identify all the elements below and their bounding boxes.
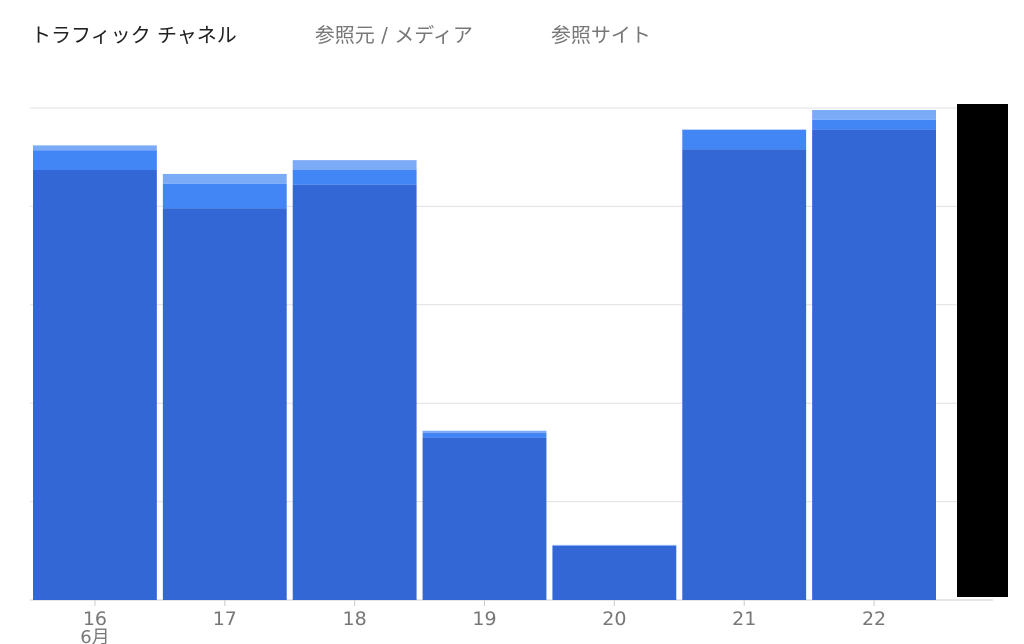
bar-segment[interactable] <box>292 184 417 600</box>
bar-segment[interactable] <box>422 432 547 438</box>
bar-segment[interactable] <box>552 545 677 600</box>
bar-segment[interactable] <box>33 145 157 151</box>
x-tick-label: 16 <box>83 608 107 630</box>
tab-bar: トラフィック チャネル 参照元 / メディア 参照サイト <box>31 16 729 50</box>
x-tick-label: 19 <box>472 608 496 630</box>
bar-segment[interactable] <box>812 109 936 120</box>
x-tick-label: 22 <box>862 608 886 630</box>
bar-segment[interactable] <box>552 544 677 546</box>
bar-segment[interactable] <box>292 169 417 185</box>
bar-segment[interactable] <box>292 160 417 170</box>
bar-segment[interactable] <box>422 430 547 433</box>
x-tick-label: 20 <box>602 608 626 630</box>
x-tick-label: 21 <box>732 608 756 630</box>
bar-segment[interactable] <box>33 150 157 170</box>
bar-segment[interactable] <box>162 173 287 184</box>
bars <box>33 109 936 601</box>
bar-segment[interactable] <box>812 129 936 600</box>
redaction-box <box>957 104 1008 597</box>
bar-segment[interactable] <box>33 169 157 600</box>
bar-segment[interactable] <box>812 119 936 130</box>
tab-source-medium[interactable]: 参照元 / メディア <box>314 22 473 47</box>
tab-referral-sites[interactable]: 参照サイト <box>550 22 651 47</box>
bar-segment[interactable] <box>162 183 287 209</box>
bar-segment[interactable] <box>422 437 547 600</box>
bar-segment[interactable] <box>162 208 287 601</box>
bar-segment[interactable] <box>682 129 807 150</box>
x-tick-label: 18 <box>343 608 367 630</box>
tab-traffic-channel[interactable]: トラフィック チャネル <box>31 22 237 47</box>
x-tick-label: 17 <box>213 608 237 630</box>
x-tick-sublabel: 6月 <box>80 627 109 644</box>
bar-segment[interactable] <box>682 149 807 600</box>
